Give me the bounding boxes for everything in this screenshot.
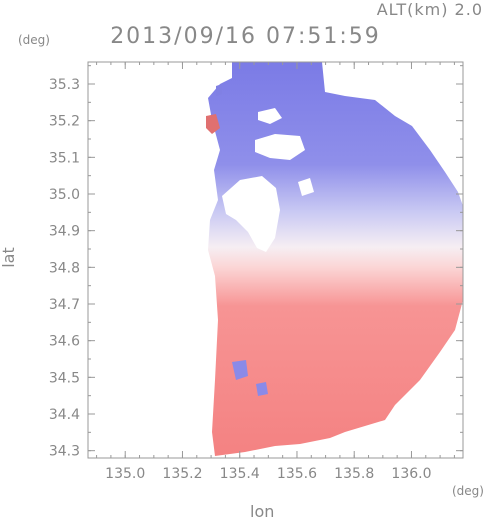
y-tick-label: 34.5 <box>49 370 80 386</box>
echo-speck <box>216 84 222 96</box>
x-tick-label: 135.6 <box>277 466 317 482</box>
echo-speck <box>232 360 248 380</box>
data-gap <box>206 330 214 352</box>
y-tick-label: 34.8 <box>49 260 80 276</box>
x-tick-label: 136.0 <box>391 466 431 482</box>
y-axis-unit: (deg) <box>18 33 50 47</box>
y-tick-label: 34.6 <box>49 334 80 350</box>
y-tick-label: 35.1 <box>49 150 80 166</box>
echo-speck <box>206 114 220 134</box>
axes-frame: 135.0 135.2 135.4 135.6 135.8 136.0 34.3 34.4 34… <box>49 61 464 482</box>
y-tick-label: 34.7 <box>49 297 80 313</box>
data-gap <box>298 178 314 196</box>
altitude-label: ALT(km) 2.0 <box>376 0 483 19</box>
x-tick-label: 135.8 <box>334 466 374 482</box>
chart-title-timestamp: 2013/09/16 07:51:59 <box>110 24 381 49</box>
x-axis-title: lon <box>250 502 275 521</box>
data-gap <box>222 176 280 252</box>
data-gap <box>258 108 282 124</box>
x-tick-label: 135.2 <box>162 466 202 482</box>
y-tick-label: 35.2 <box>49 114 80 130</box>
y-axis-title: lat <box>0 247 18 268</box>
echo-speck <box>256 382 268 396</box>
data-gap <box>255 134 305 160</box>
y-tick-label: 34.4 <box>49 407 80 423</box>
y-tick-label: 34.9 <box>49 224 80 240</box>
y-tick-label: 35.0 <box>49 187 80 203</box>
x-axis-unit: (deg) <box>452 484 484 498</box>
velocity-field <box>206 62 463 456</box>
y-tick-label: 34.3 <box>49 444 80 460</box>
y-tick-label: 35.3 <box>49 77 80 93</box>
x-tick-label: 135.4 <box>220 466 260 482</box>
echo-region <box>208 62 463 456</box>
plot-frame <box>87 61 464 459</box>
x-tick-label: 135.0 <box>105 466 145 482</box>
